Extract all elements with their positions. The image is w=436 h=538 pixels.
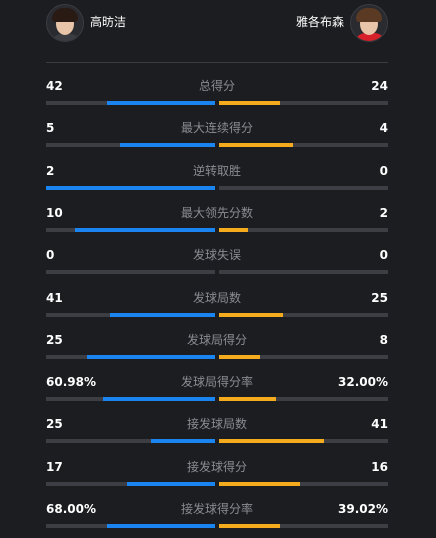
stat-bar-right	[219, 481, 388, 486]
stat-right-value: 8	[379, 332, 388, 347]
stat-bar-left-fill	[86, 354, 215, 359]
player-avatar-icon[interactable]	[350, 4, 388, 42]
stat-bar-right	[219, 185, 388, 190]
stat-bar-left	[46, 227, 215, 232]
stat-row: 总得分 42 24	[46, 78, 388, 108]
stat-label: 发球局得分率	[180, 375, 253, 390]
stat-row: 发球局得分率 60.98% 32.00%	[46, 374, 388, 404]
stat-row: 接发球得分率 68.00% 39.02%	[46, 501, 388, 531]
stat-right-value: 2	[379, 205, 388, 220]
stat-bar-left-fill	[106, 101, 215, 105]
stat-right-value: 24	[371, 79, 388, 93]
stat-bar-left-fill	[110, 312, 215, 317]
player-left[interactable]: 高昉洁	[46, 4, 126, 42]
stat-bar-right	[219, 354, 388, 359]
stat-bar-left	[46, 354, 215, 359]
stat-right-value: 0	[379, 163, 388, 178]
stat-bar-left-fill	[103, 397, 215, 402]
stat-row: 接发球局数 25 41	[46, 416, 388, 446]
stat-bar-left-fill	[46, 185, 215, 190]
stat-label: 接发球得分率	[180, 502, 253, 516]
stat-label: 接发球得分	[186, 459, 247, 474]
stat-bar-right-fill	[219, 143, 294, 148]
stat-row: 接发球得分 17 16	[46, 459, 388, 489]
stat-bar-right-fill	[219, 101, 280, 105]
stat-bar-right	[219, 312, 388, 317]
stat-right-value: 16	[371, 459, 388, 474]
stat-right-value: 39.02%	[338, 502, 388, 516]
stat-bar-right-fill	[219, 439, 324, 444]
stat-bar-left	[46, 270, 215, 275]
stat-label: 发球失误	[192, 248, 241, 263]
player-right[interactable]: 雅各布森	[296, 4, 388, 42]
stat-label: 接发球局数	[186, 417, 247, 432]
stat-row: 发球失误 0 0	[46, 247, 388, 277]
stat-label: 逆转取胜	[192, 163, 241, 178]
stat-left-value: 0	[46, 248, 55, 263]
stat-bar-right	[219, 524, 388, 528]
stat-bar-right	[219, 397, 388, 402]
stat-bar-right	[219, 270, 388, 275]
players-header: 高昉洁 雅各布森	[0, 0, 436, 50]
stat-right-value: 41	[371, 417, 388, 432]
stat-left-value: 25	[46, 332, 63, 347]
stat-bar-left	[46, 524, 215, 528]
stat-left-value: 10	[46, 205, 63, 220]
stat-row: 逆转取胜 2 0	[46, 163, 388, 193]
stat-label: 最大领先分数	[180, 205, 253, 220]
stat-left-value: 68.00%	[46, 502, 96, 516]
stat-bar-right	[219, 227, 388, 232]
stat-bar-left-fill	[106, 524, 215, 528]
stat-bar-right-fill	[219, 312, 284, 317]
stat-bar-right-fill	[219, 524, 280, 528]
stat-row: 发球局数 41 25	[46, 290, 388, 320]
stat-bar-left	[46, 439, 215, 444]
stat-row: 最大领先分数 10 2	[46, 205, 388, 235]
stat-bar-left-fill	[150, 439, 215, 444]
stat-bar-right-fill	[219, 481, 301, 486]
player-left-name[interactable]: 高昉洁	[90, 15, 127, 29]
stat-right-value: 4	[379, 121, 388, 136]
stat-label: 最大连续得分	[180, 121, 253, 136]
stat-bar-right-fill	[219, 227, 248, 232]
stat-right-value: 0	[379, 248, 388, 263]
stat-left-value: 5	[46, 121, 55, 136]
stat-bar-left-fill	[127, 481, 215, 486]
stat-bar-left-fill	[74, 227, 215, 232]
stat-row: 最大连续得分 5 4	[46, 120, 388, 150]
stat-row: 发球局得分 25 8	[46, 332, 388, 362]
stat-left-value: 25	[46, 417, 63, 432]
stat-bar-right	[219, 101, 388, 105]
stat-bar-left	[46, 101, 215, 105]
stat-right-value: 32.00%	[338, 375, 388, 390]
header-divider	[46, 62, 388, 63]
stat-left-value: 41	[46, 290, 63, 305]
stat-label: 总得分	[198, 79, 235, 93]
player-avatar-icon[interactable]	[46, 4, 84, 42]
stat-label: 发球局得分	[186, 332, 247, 347]
stat-left-value: 42	[46, 79, 63, 93]
stat-bar-left	[46, 397, 215, 402]
stat-left-value: 2	[46, 163, 55, 178]
stat-bar-right-fill	[219, 397, 277, 402]
stat-label: 发球局数	[192, 290, 241, 305]
player-right-name[interactable]: 雅各布森	[295, 15, 344, 29]
stat-bar-left	[46, 312, 215, 317]
stat-bar-left	[46, 185, 215, 190]
stat-bar-right-fill	[219, 354, 260, 359]
stat-bar-right	[219, 143, 388, 148]
stat-bar-left	[46, 481, 215, 486]
stat-left-value: 60.98%	[46, 375, 96, 390]
stat-left-value: 17	[46, 459, 63, 474]
stat-bar-right	[219, 439, 388, 444]
stat-right-value: 25	[371, 290, 388, 305]
stat-bar-left-fill	[120, 143, 215, 148]
stat-bar-left	[46, 143, 215, 148]
